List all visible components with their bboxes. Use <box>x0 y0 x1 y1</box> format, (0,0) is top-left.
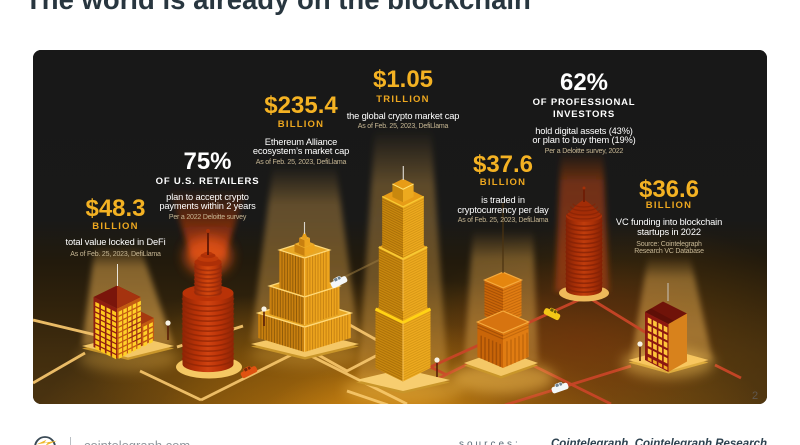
svg-text:2: 2 <box>752 390 758 402</box>
